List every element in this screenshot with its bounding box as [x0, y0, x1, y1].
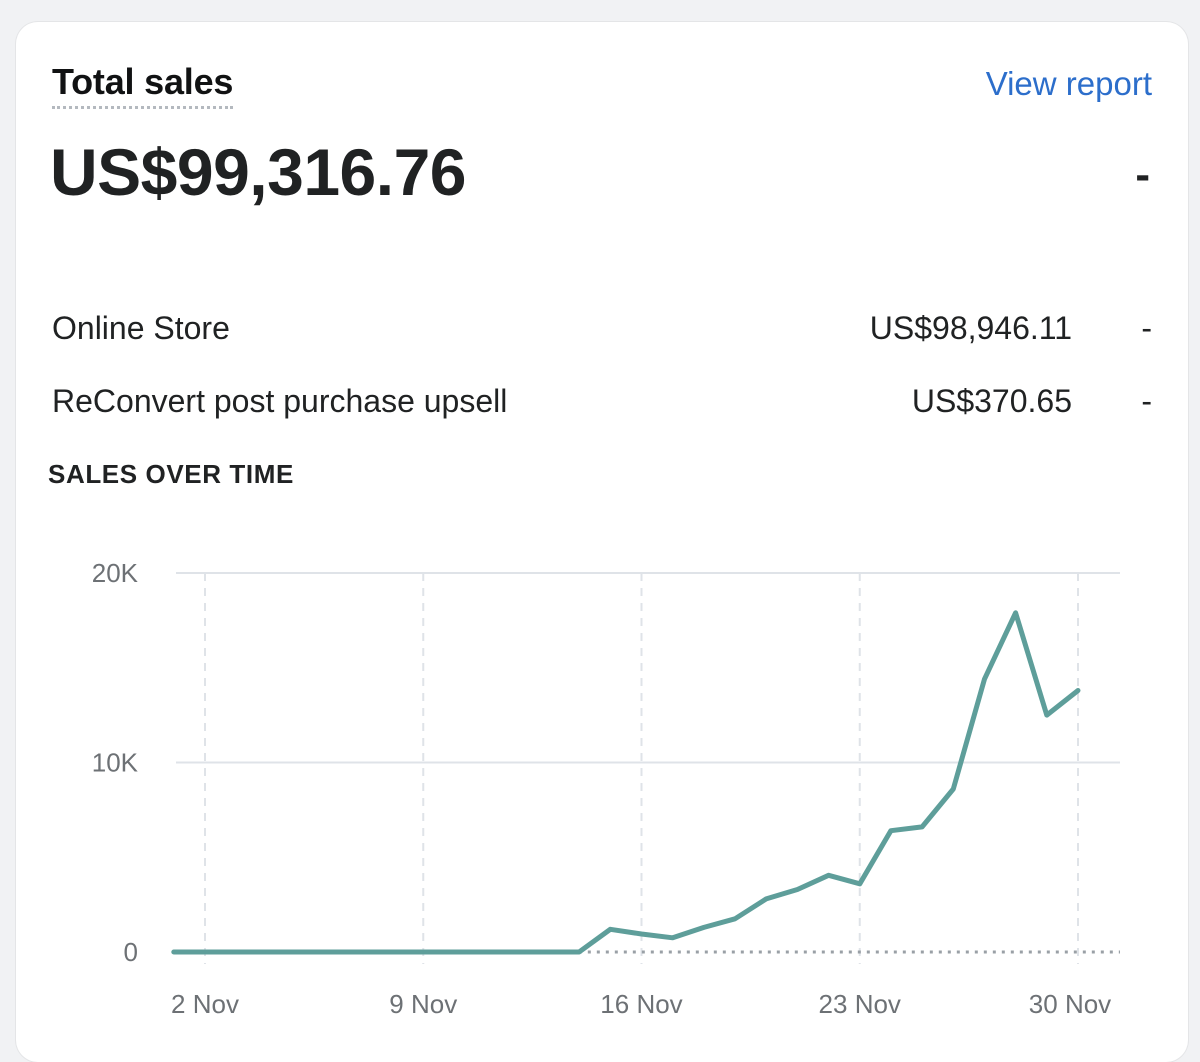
channel-label: Online Store	[52, 310, 230, 346]
channel-value: US$370.65	[911, 383, 1072, 419]
sales-over-time-chart: 0 10K 20K 2 Nov 9 Nov 16 Nov 23 Nov 30 Nov	[92, 558, 1120, 1019]
total-sales-value: US$99,316.76	[50, 135, 467, 209]
total-sales-change: -	[1135, 150, 1150, 199]
channel-row-reconvert: ReConvert post purchase upsell US$370.65…	[52, 381, 1152, 421]
channel-change: -	[1141, 383, 1152, 419]
y-tick-label: 20K	[92, 558, 139, 588]
sales-series-line	[171, 610, 1081, 955]
x-tick-label: 2 Nov	[171, 989, 239, 1019]
x-tick-label: 23 Nov	[819, 989, 901, 1019]
view-report-link[interactable]: View report	[985, 65, 1152, 102]
y-tick-label: 0	[124, 937, 138, 967]
channel-change: -	[1141, 310, 1152, 346]
x-tick-label: 16 Nov	[600, 989, 682, 1019]
channel-label: ReConvert post purchase upsell	[52, 383, 508, 419]
channel-value: US$98,946.11	[869, 310, 1072, 346]
x-tick-label: 9 Nov	[389, 989, 457, 1019]
y-tick-label: 10K	[92, 748, 139, 778]
total-sales-card	[16, 22, 1188, 1062]
channel-row-online-store: Online Store US$98,946.11 -	[52, 308, 1152, 348]
x-tick-label: 30 Nov	[1029, 989, 1111, 1019]
sales-over-time-heading: SALES OVER TIME	[48, 459, 294, 489]
card-title: Total sales	[52, 60, 233, 109]
